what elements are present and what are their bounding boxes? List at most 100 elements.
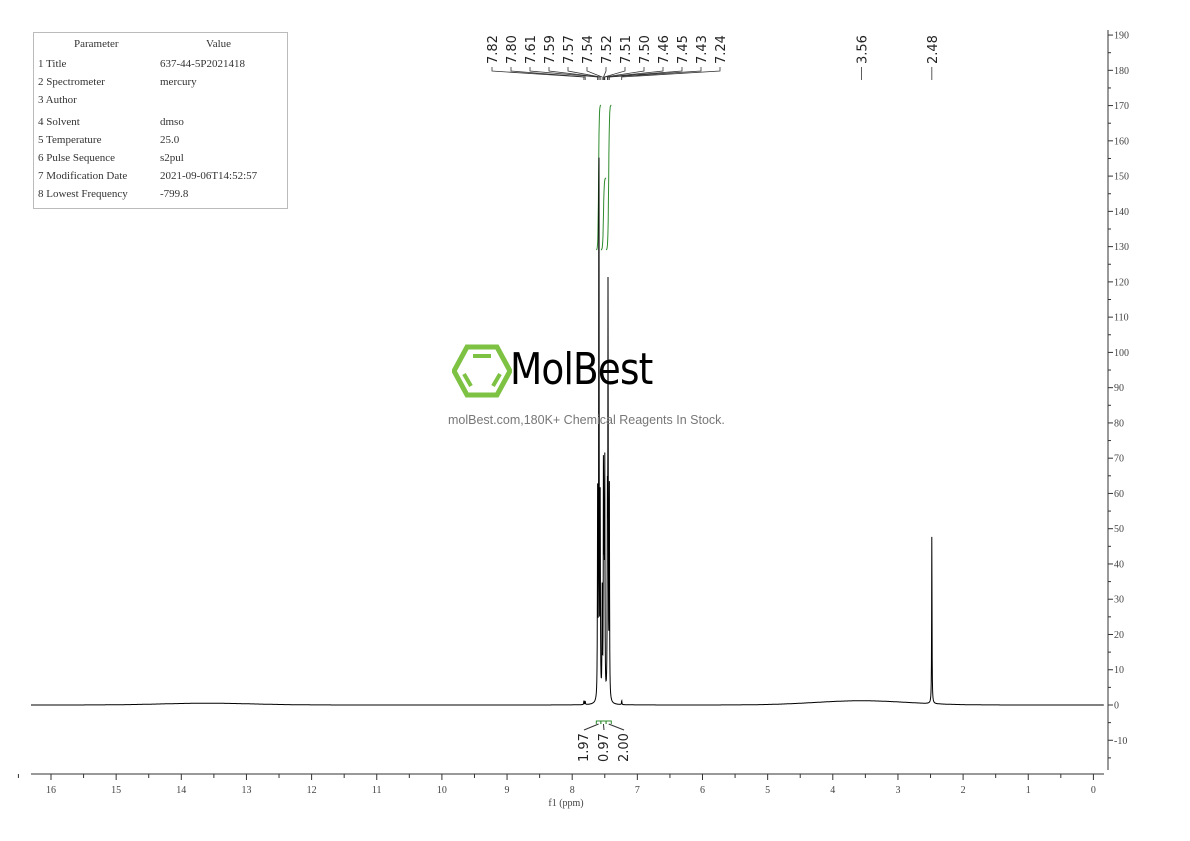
y-tick-label: 60 bbox=[1114, 489, 1124, 500]
peak-label-leader bbox=[548, 67, 600, 80]
y-tick-label: 160 bbox=[1114, 136, 1129, 147]
spectrum-line bbox=[31, 157, 1104, 706]
y-tick-label: 190 bbox=[1114, 31, 1129, 42]
peak-label: 7.45 bbox=[676, 35, 691, 64]
integral-label: 1.97 bbox=[577, 733, 592, 762]
y-tick-label: 90 bbox=[1114, 383, 1124, 394]
y-tick-label: 30 bbox=[1114, 595, 1124, 606]
peak-label-leader bbox=[603, 67, 626, 80]
y-tick-label: 100 bbox=[1114, 348, 1129, 359]
integral-leader bbox=[583, 723, 599, 731]
peak-label: 7.52 bbox=[600, 35, 615, 64]
y-tick-label: -10 bbox=[1114, 736, 1127, 747]
x-tick-label: 10 bbox=[437, 785, 447, 796]
peak-label: 7.54 bbox=[581, 35, 596, 64]
integrals: 1.97 0.97 2.00 bbox=[577, 104, 632, 762]
param-row: 5 Temperature 25.0 bbox=[38, 134, 288, 150]
peak-label-leader bbox=[604, 67, 645, 80]
peak-label-leader bbox=[586, 67, 603, 80]
y-tick-label: 50 bbox=[1114, 524, 1124, 535]
param-row: 1 Title 637-44-5P2021418 bbox=[38, 58, 288, 74]
peak-label-leader bbox=[608, 67, 702, 80]
peak-label-leader bbox=[603, 67, 607, 80]
peak-label-leader bbox=[510, 67, 586, 80]
peak-label-leader bbox=[491, 67, 585, 80]
peak-label: 3.56 bbox=[855, 35, 870, 64]
param-value: mercury bbox=[160, 76, 197, 88]
x-tick-label: 16 bbox=[46, 785, 56, 796]
peak-label: 7.61 bbox=[524, 35, 539, 64]
x-tick-label: 2 bbox=[961, 785, 966, 796]
peak-label: 7.80 bbox=[505, 35, 520, 64]
y-tick-label: 70 bbox=[1114, 454, 1124, 465]
param-name: 6 Pulse Sequence bbox=[38, 152, 115, 164]
param-value: 25.0 bbox=[160, 134, 180, 146]
peak-label-leader bbox=[567, 67, 601, 80]
param-row: 4 Solvent dmso bbox=[38, 116, 288, 132]
x-tick-label: 4 bbox=[830, 785, 835, 796]
x-tick-label: 7 bbox=[635, 785, 640, 796]
y-tick-label: 150 bbox=[1114, 172, 1129, 183]
integral-leader bbox=[608, 723, 625, 731]
param-value: s2pul bbox=[160, 152, 184, 164]
y-tick-label: 180 bbox=[1114, 66, 1129, 77]
peak-label: 7.59 bbox=[543, 35, 558, 64]
peak-label-leader bbox=[621, 67, 721, 80]
param-value: -799.8 bbox=[160, 188, 189, 200]
peak-label-leader bbox=[607, 67, 683, 80]
peak-label: 2.48 bbox=[926, 35, 941, 64]
x-axis-label: f1 (ppm) bbox=[548, 798, 583, 809]
integral-label: 0.97 bbox=[597, 733, 612, 762]
y-tick-label: 140 bbox=[1114, 207, 1129, 218]
param-header-parameter: Parameter bbox=[74, 38, 119, 50]
y-tick-label: 40 bbox=[1114, 559, 1124, 570]
param-row: 2 Spectrometer mercury bbox=[38, 76, 288, 92]
peak-label-leader bbox=[607, 67, 664, 80]
x-tick-label: 6 bbox=[700, 785, 705, 796]
param-row: 7 Modification Date 2021-09-06T14:52:57 bbox=[38, 170, 288, 186]
peak-label-leader bbox=[529, 67, 598, 80]
x-tick-label: 15 bbox=[111, 785, 121, 796]
y-tick-label: 120 bbox=[1114, 277, 1129, 288]
param-name: 2 Spectrometer bbox=[38, 76, 105, 88]
integral-curve bbox=[600, 177, 607, 251]
parameter-table: Parameter Value 1 Title 637-44-5P2021418 2… bbox=[33, 32, 288, 209]
x-tick-label: 0 bbox=[1091, 785, 1096, 796]
param-name: 1 Title bbox=[38, 58, 67, 70]
y-tick-label: 130 bbox=[1114, 242, 1129, 253]
x-tick-label: 5 bbox=[765, 785, 770, 796]
x-tick-label: 3 bbox=[895, 785, 900, 796]
peak-label: 7.43 bbox=[695, 35, 710, 64]
peak-label: 7.50 bbox=[638, 35, 653, 64]
y-tick-label: 10 bbox=[1114, 665, 1124, 676]
param-name: 5 Temperature bbox=[38, 134, 102, 146]
x-tick-label: 11 bbox=[372, 785, 382, 796]
x-tick-label: 12 bbox=[307, 785, 317, 796]
param-row: 6 Pulse Sequence s2pul bbox=[38, 152, 288, 168]
peak-label: 7.57 bbox=[562, 35, 577, 64]
integral-bracket bbox=[595, 720, 602, 724]
integral-label: 2.00 bbox=[617, 733, 632, 762]
param-row: 3 Author bbox=[38, 94, 288, 110]
integral-leader bbox=[602, 723, 605, 731]
x-tick-label: 14 bbox=[176, 785, 186, 796]
y-tick-label: 20 bbox=[1114, 630, 1124, 641]
x-tick-label: 8 bbox=[570, 785, 575, 796]
y-tick-label: 80 bbox=[1114, 418, 1124, 429]
param-value: dmso bbox=[160, 116, 184, 128]
integral-bracket bbox=[605, 720, 612, 724]
param-row: 8 Lowest Frequency -799.8 bbox=[38, 188, 288, 204]
y-tick-label: 0 bbox=[1114, 701, 1119, 712]
param-name: 4 Solvent bbox=[38, 116, 80, 128]
param-name: 3 Author bbox=[38, 94, 77, 106]
peak-label: 7.82 bbox=[486, 35, 501, 64]
param-name: 8 Lowest Frequency bbox=[38, 188, 128, 200]
integral-bracket bbox=[600, 720, 607, 724]
x-tick-label: 9 bbox=[505, 785, 510, 796]
peak-labels: 7.82 7.80 7.61 7.59 7.57 7.54 7.52 7.51 7.50 7.46… bbox=[486, 35, 941, 80]
y-tick-label: 110 bbox=[1114, 313, 1129, 324]
peak-label: 7.46 bbox=[657, 35, 672, 64]
x-tick-label: 1 bbox=[1026, 785, 1031, 796]
x-axis: 16 15 14 13 12 11 10 9 8 7 6 5 4 3 2 1 0 bbox=[17, 773, 1104, 796]
